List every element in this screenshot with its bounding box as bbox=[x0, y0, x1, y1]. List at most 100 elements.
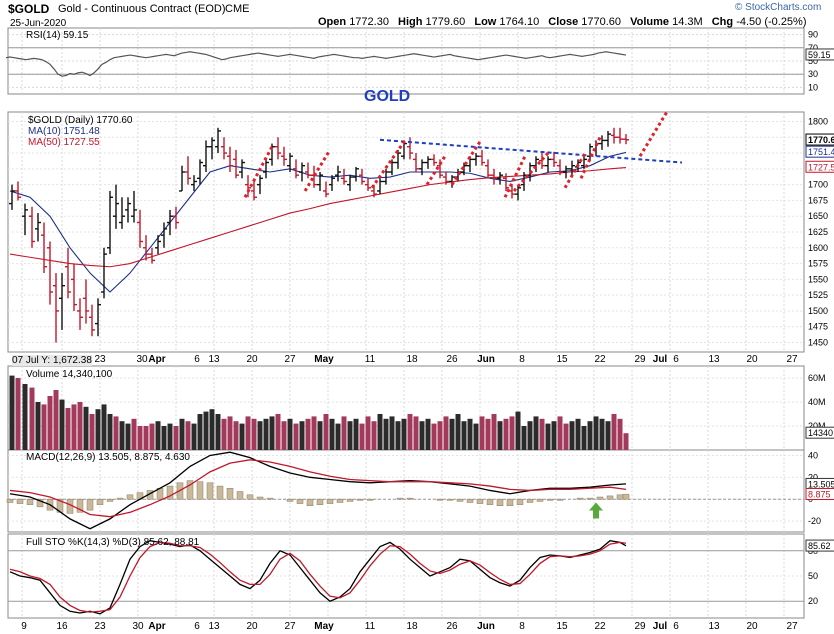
volume-bar bbox=[383, 418, 389, 450]
volume-bar bbox=[305, 418, 311, 450]
volume-bar bbox=[455, 414, 461, 450]
x-axis-label-bottom: 9 bbox=[21, 621, 27, 632]
chg-label: Chg bbox=[711, 16, 734, 28]
volume-bar bbox=[341, 416, 347, 450]
macd-histogram-bar bbox=[616, 494, 624, 500]
x-axis-label-bottom: May bbox=[314, 621, 334, 632]
x-axis-label-bottom: 27 bbox=[786, 621, 798, 632]
x-axis-label: Jul bbox=[653, 354, 668, 365]
x-axis-label: 6 bbox=[194, 354, 200, 365]
volume-bar bbox=[233, 421, 239, 450]
macd-histogram-bar bbox=[126, 494, 134, 500]
volume-bar bbox=[425, 418, 431, 450]
x-axis-label: 27 bbox=[786, 354, 798, 365]
volume-bar bbox=[47, 396, 53, 450]
volume-bar bbox=[41, 404, 47, 450]
price-tick-label: 1550 bbox=[808, 274, 828, 284]
x-axis-label-bottom: 29 bbox=[634, 621, 646, 632]
volume-tick-label: 20M bbox=[808, 421, 826, 431]
ma10-legend: MA(10) 1751.48 bbox=[28, 126, 100, 137]
volume-bar bbox=[35, 402, 41, 450]
volume-bar bbox=[245, 416, 251, 450]
macd-histogram-bar bbox=[76, 498, 84, 513]
volume-bar bbox=[203, 411, 209, 450]
x-axis-label: 15 bbox=[556, 354, 568, 365]
volume-bar bbox=[473, 423, 479, 450]
up-arrow-icon bbox=[589, 502, 603, 519]
trend-flag-annotation bbox=[450, 140, 482, 186]
ohlc-summary: Open 1772.30 High 1779.60 Low 1764.10 Cl… bbox=[318, 16, 807, 28]
volume-bar bbox=[227, 416, 233, 450]
trend-flag-annotation bbox=[512, 152, 550, 192]
x-axis-label: 23 bbox=[94, 354, 106, 365]
volume-bar bbox=[251, 418, 257, 450]
volume-bar bbox=[587, 421, 593, 450]
volume-bar bbox=[497, 421, 503, 450]
open-value: 1772.30 bbox=[349, 16, 389, 28]
x-axis-label: 30 bbox=[136, 354, 148, 365]
price-badge-box bbox=[805, 145, 834, 158]
volume-bar bbox=[599, 418, 605, 450]
x-axis-label: 20 bbox=[746, 354, 758, 365]
macd-histogram-bar bbox=[456, 498, 464, 502]
volume-bar bbox=[293, 423, 299, 450]
macd-histogram-bar bbox=[226, 488, 234, 500]
x-axis-label: 13 bbox=[708, 354, 720, 365]
close-value: 1770.60 bbox=[581, 16, 622, 28]
trend-flag-annotation bbox=[638, 109, 670, 157]
macd-histogram-bar bbox=[36, 498, 44, 508]
volume-bar bbox=[113, 416, 119, 450]
macd-histogram-bar bbox=[356, 498, 364, 501]
volume-bar bbox=[545, 423, 551, 450]
price-badge-text: 1751.4 bbox=[808, 147, 834, 157]
volume-bar bbox=[491, 414, 497, 450]
volume-bar bbox=[569, 421, 575, 450]
volume-bar bbox=[155, 421, 161, 450]
volume-bar bbox=[83, 406, 89, 450]
volume-bar bbox=[275, 414, 281, 450]
macd-histogram-bar bbox=[346, 498, 354, 502]
price-tick-label: 1800 bbox=[808, 116, 828, 126]
close-label: Close bbox=[548, 16, 579, 28]
sto-k-line bbox=[9, 540, 627, 615]
price-tick-label: 1625 bbox=[808, 227, 828, 237]
volume-bar bbox=[593, 416, 599, 450]
volume-bar bbox=[395, 421, 401, 450]
macd-histogram-bar bbox=[116, 497, 124, 500]
x-axis-label-bottom: 26 bbox=[446, 621, 458, 632]
volume-badge-text: 14340 bbox=[808, 428, 833, 438]
price-badge-box bbox=[805, 133, 834, 146]
macd-histogram-bar bbox=[246, 494, 254, 500]
volume-bar bbox=[317, 421, 323, 450]
sto-label: Full STO %K(14,3) %D(3) 85.62, 88.81 bbox=[26, 537, 200, 548]
x-axis-label-bottom: 23 bbox=[94, 621, 106, 632]
brand: © StockCharts.com bbox=[735, 2, 822, 13]
x-axis-label-bottom: 18 bbox=[406, 621, 418, 632]
x-axis-label-bottom: Jul bbox=[653, 621, 668, 632]
macd-signal-badge-box bbox=[805, 487, 834, 500]
volume-bar bbox=[125, 423, 131, 450]
volume-bar bbox=[131, 418, 137, 450]
volume-bar bbox=[377, 414, 383, 450]
volume-bar bbox=[617, 418, 623, 450]
x-axis-label-bottom: 20 bbox=[746, 621, 758, 632]
x-axis-label-bottom: 8 bbox=[519, 621, 525, 632]
macd-histogram-bar bbox=[196, 481, 204, 500]
volume-bar bbox=[389, 416, 395, 450]
volume-bar bbox=[563, 423, 569, 450]
macd-label: MACD(12,26,9) 13.505, 8.875, 4.630 bbox=[26, 452, 190, 463]
volume-bar bbox=[215, 414, 221, 450]
volume-bar bbox=[575, 418, 581, 450]
trendline-annotation bbox=[379, 138, 683, 164]
volume-bar bbox=[623, 433, 629, 450]
macd-histogram-bar bbox=[166, 485, 174, 500]
volume-tick-label: 60M bbox=[808, 373, 826, 383]
macd-histogram-bar bbox=[266, 497, 274, 500]
macd-histogram-bar bbox=[26, 498, 34, 505]
volume-bar bbox=[71, 404, 77, 450]
volume-bar bbox=[539, 418, 545, 450]
volume-bar bbox=[77, 402, 83, 450]
volume-bar bbox=[149, 423, 155, 450]
macd-histogram-bar bbox=[506, 498, 514, 507]
